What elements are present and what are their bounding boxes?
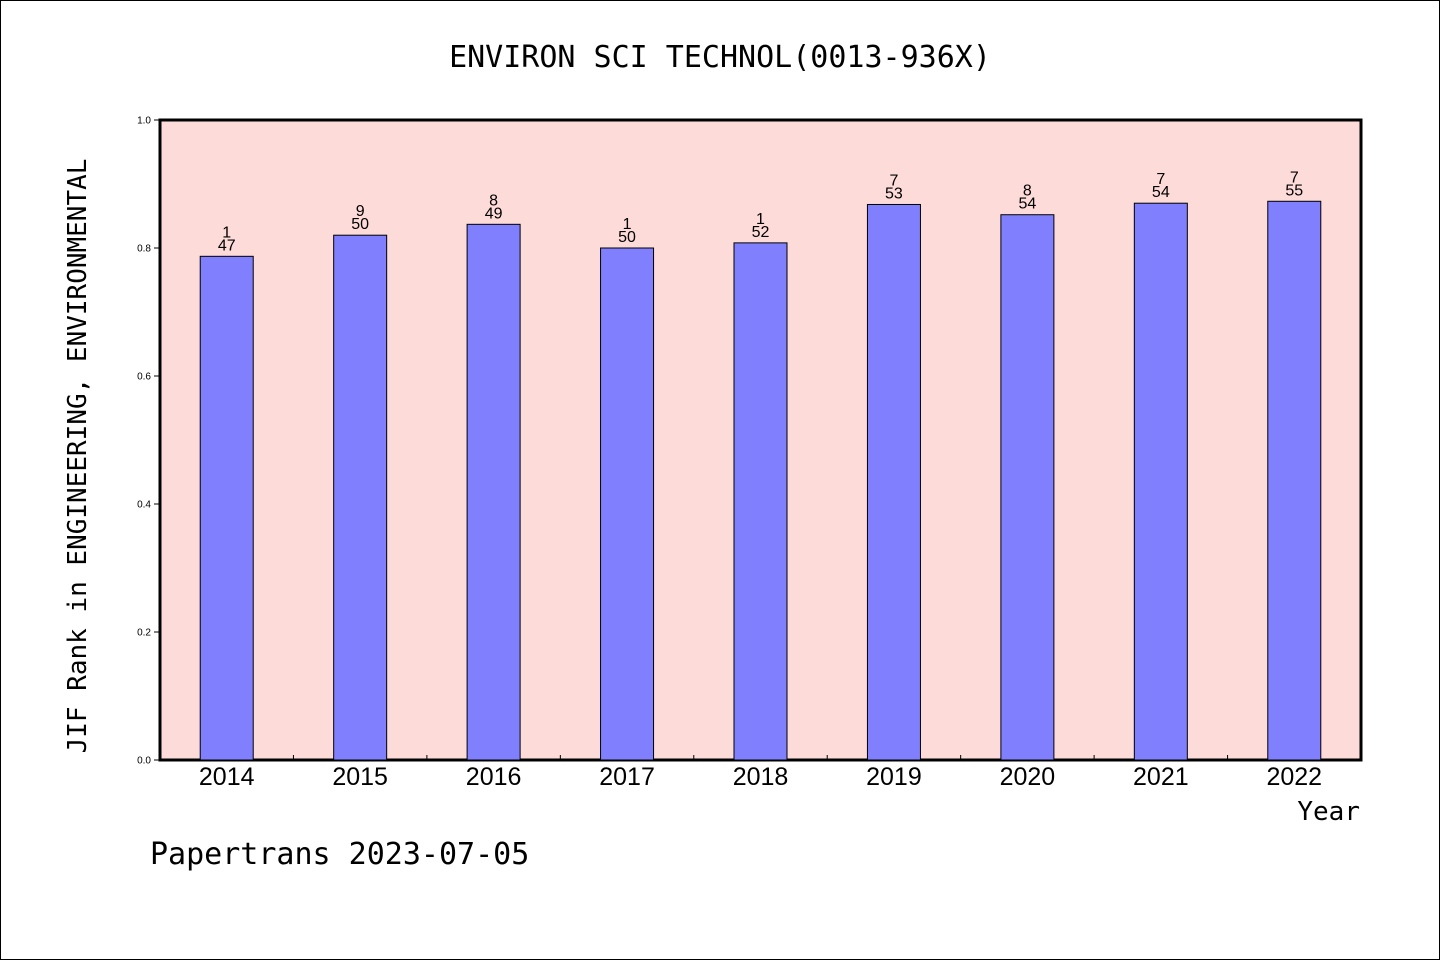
y-tick-label: 0.4 (137, 500, 151, 511)
bar (1133, 202, 1188, 761)
bar-rank-label: 8 (489, 192, 498, 209)
bar-rank-label: 1 (756, 211, 765, 228)
y-axis-label: JIF Rank in ENGINEERING, ENVIRONMENTAL (63, 159, 93, 754)
x-tick-label: 2021 (1133, 763, 1189, 791)
bar-rank-label: 9 (356, 203, 365, 220)
bar (466, 223, 521, 761)
bar-rank-label: 8 (1023, 183, 1032, 200)
x-tick-label: 2019 (866, 763, 922, 791)
bar (600, 247, 655, 761)
bar-total-label: 50 (618, 229, 636, 246)
x-tick-label: 2018 (733, 763, 789, 791)
y-tick-label: 0.0 (137, 756, 151, 767)
x-tick-label: 2020 (1000, 763, 1056, 791)
bar-total-label: 50 (351, 216, 369, 233)
bar-total-label: 47 (218, 237, 236, 254)
bar-rank-label: 7 (889, 172, 898, 189)
bar-rank-label: 1 (222, 224, 231, 241)
bar (1000, 214, 1055, 761)
y-tick-label: 0.8 (137, 244, 151, 255)
x-axis-label: Year (1297, 797, 1360, 827)
bar (733, 242, 788, 761)
bar (199, 255, 254, 761)
bar-total-label: 49 (485, 205, 503, 222)
bar-total-label: 55 (1285, 182, 1303, 199)
bar-rank-label: 7 (1156, 171, 1165, 188)
bar (866, 203, 921, 761)
chart-title: ENVIRON SCI TECHNOL(0013-936X) (449, 40, 991, 75)
bar-total-label: 54 (1152, 184, 1170, 201)
x-tick-label: 2022 (1266, 763, 1322, 791)
bar (1267, 200, 1322, 761)
x-tick-label: 2017 (599, 763, 655, 791)
y-tick-label: 1.0 (137, 116, 151, 127)
bar-rank-label: 7 (1290, 169, 1299, 186)
y-tick-label: 0.2 (137, 628, 151, 639)
y-axis: 0.0 0.2 0.4 0.6 0.8 1.0 (137, 116, 160, 767)
bar-total-label: 54 (1018, 196, 1036, 213)
bars (199, 200, 1322, 761)
bar (333, 234, 388, 761)
bar-rank-label: 1 (623, 216, 632, 233)
x-tick-label: 2015 (332, 763, 388, 791)
x-axis: 2014 2015 2016 2017 2018 2019 2020 2021 2022 (199, 755, 1322, 791)
x-tick-label: 2016 (466, 763, 522, 791)
y-tick-label: 0.6 (137, 372, 151, 383)
x-tick-label: 2014 (199, 763, 255, 791)
bar-total-label: 52 (752, 224, 770, 241)
footer-text: Papertrans 2023-07-05 (150, 837, 529, 872)
bar-total-label: 53 (885, 185, 903, 202)
